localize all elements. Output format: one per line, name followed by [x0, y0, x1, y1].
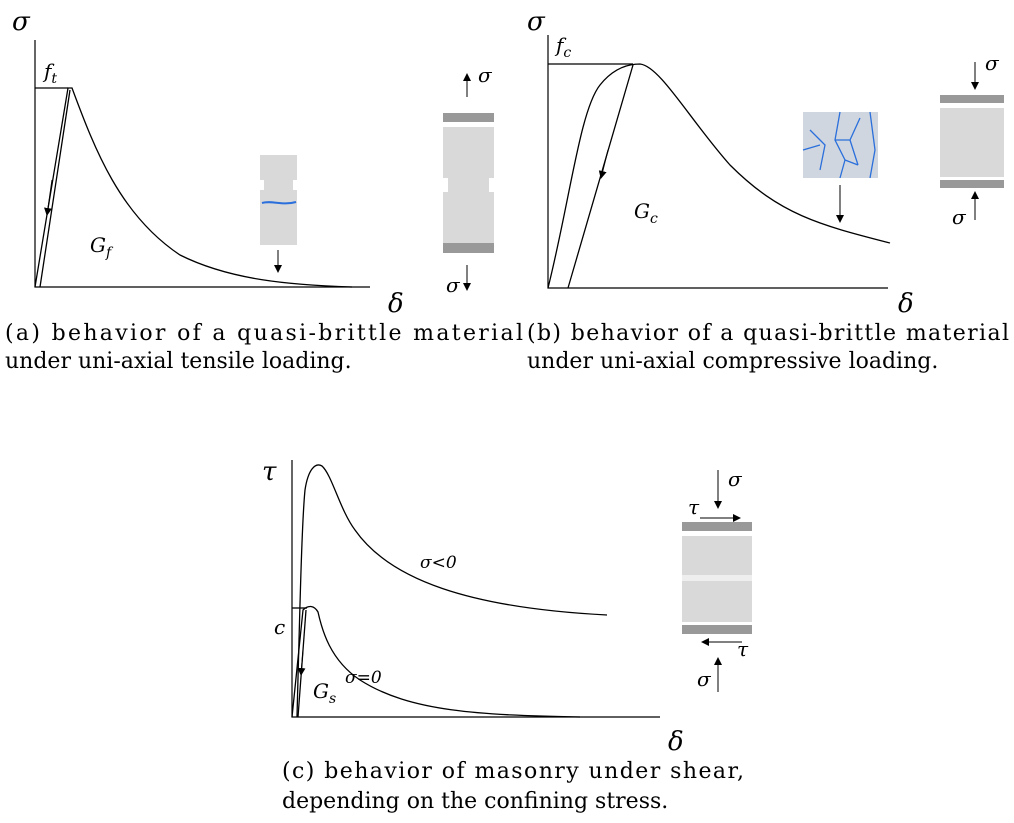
label-part: c — [563, 45, 571, 61]
cohesion-label: c — [274, 615, 285, 639]
curve — [291, 605, 581, 718]
specimen — [260, 155, 297, 245]
joint — [682, 575, 752, 581]
caption: (b) behavior of a quasi-brittle material — [527, 321, 1009, 346]
panel-c: τ δ c σ<0 σ=0 Gs σ τ τ σ (c) behavior of… — [262, 457, 752, 814]
grip — [682, 522, 752, 531]
cracked-sample — [803, 112, 878, 178]
label-part: G — [90, 233, 106, 257]
curve — [296, 464, 608, 718]
energy-label: Gc — [634, 199, 658, 227]
load-label: σ — [985, 51, 1000, 75]
caption: under uni-axial tensile loading. — [5, 349, 352, 374]
label-part: G — [634, 199, 650, 223]
y-label: τ — [262, 457, 277, 487]
curve-label: σ<0 — [420, 553, 457, 573]
peak-label: ft — [42, 59, 57, 87]
x-label: δ — [388, 289, 404, 319]
load-label: σ — [446, 273, 461, 297]
caption: (c) behavior of masonry under shear, — [282, 759, 744, 784]
caption: under uni-axial compressive loading. — [527, 349, 938, 374]
y-label: σ — [12, 7, 31, 37]
unload-line — [39, 89, 71, 288]
energy-label: Gf — [90, 233, 114, 261]
panel-b: σ δ fc Gc σ σ (b) behavior of a quasi-br… — [527, 7, 1009, 374]
axes — [34, 40, 370, 288]
load-label: σ — [697, 667, 712, 691]
caption: depending on the confining stress. — [282, 789, 668, 814]
label-part: f — [105, 245, 114, 261]
load-label: σ — [478, 63, 493, 87]
caption: (a) behavior of a quasi-brittle material — [5, 321, 523, 346]
grip — [443, 113, 494, 122]
x-label: δ — [668, 727, 684, 757]
energy-label: Gs — [313, 679, 336, 707]
x-label: δ — [898, 289, 914, 319]
crack — [261, 201, 297, 205]
arrow — [297, 649, 306, 676]
label-part: c — [650, 211, 658, 227]
grip — [682, 625, 752, 634]
grip — [443, 243, 494, 253]
shear-label: τ — [737, 637, 749, 661]
cracks — [802, 111, 876, 179]
load-label: σ — [952, 205, 967, 229]
arrow — [44, 179, 53, 216]
peak-label: fc — [554, 33, 571, 61]
specimen — [940, 108, 1004, 177]
label-part: G — [313, 679, 329, 703]
y-label: σ — [527, 7, 546, 37]
curve-label: σ=0 — [345, 668, 382, 688]
curve — [547, 63, 891, 289]
arrow — [598, 149, 609, 179]
label-part: s — [329, 691, 336, 707]
curve — [34, 87, 353, 288]
panel-a: σ δ ft Gf σ σ (a) behavior of a quasi-br… — [5, 7, 523, 374]
load-label: σ — [728, 467, 743, 491]
label-part: t — [51, 71, 57, 87]
specimen — [443, 127, 494, 243]
shear-label: τ — [688, 495, 700, 519]
grip — [940, 180, 1004, 188]
grip — [940, 95, 1004, 103]
unload-line — [567, 64, 634, 289]
